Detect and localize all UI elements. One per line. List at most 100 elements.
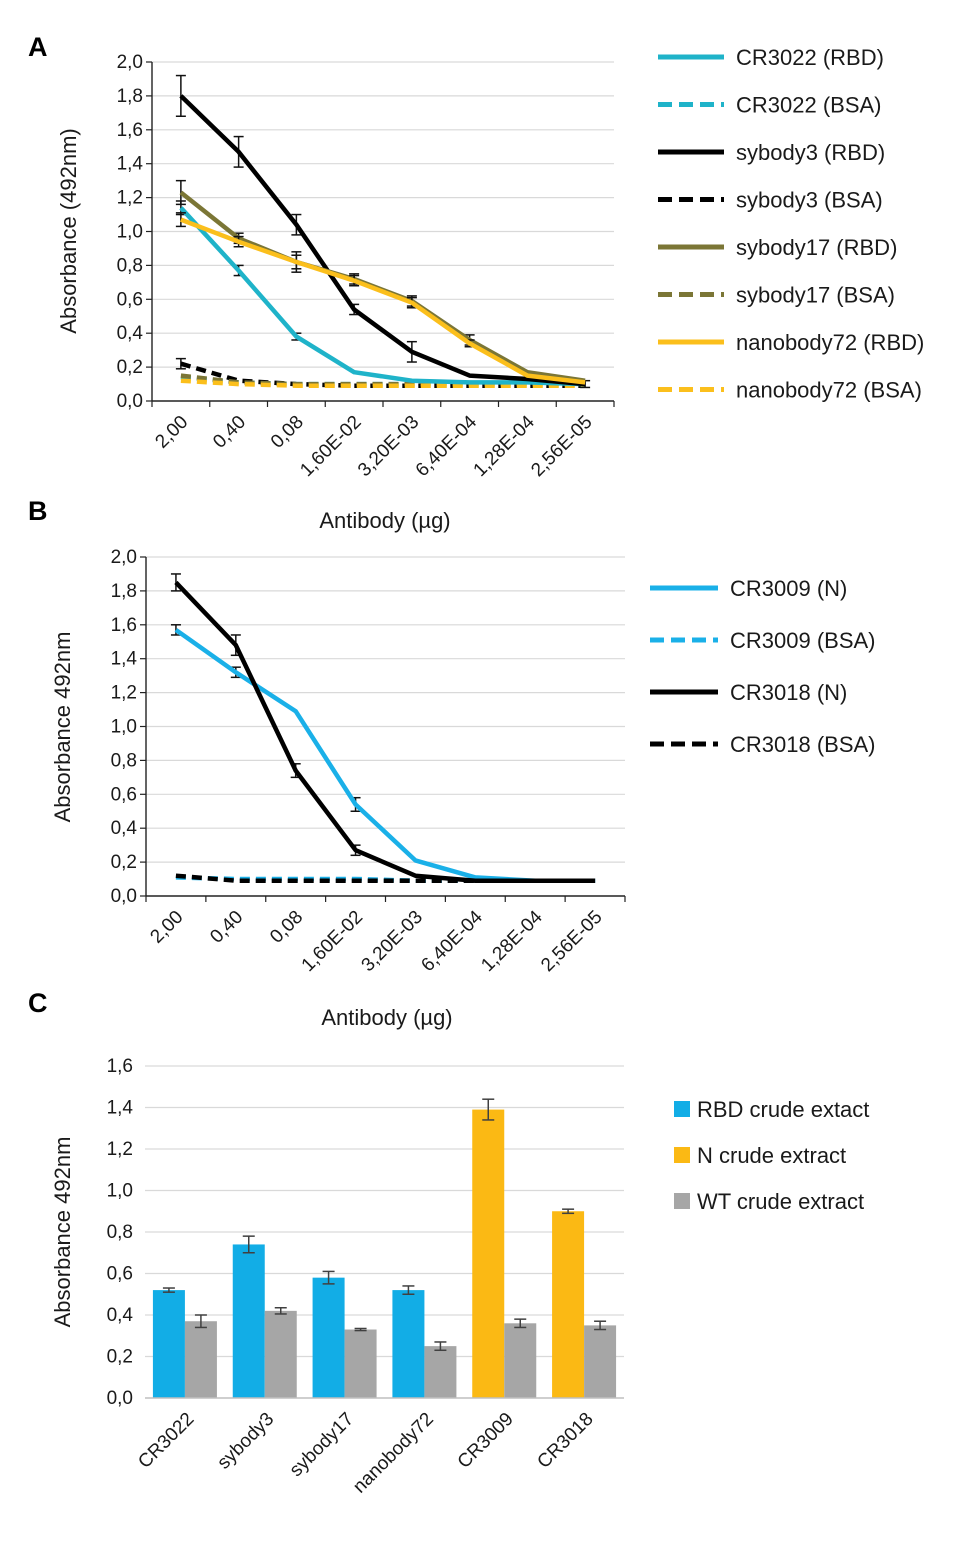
panel-c-bar-chart: C 0,00,20,40,60,81,01,21,41,6 CR3022 sybo…: [28, 988, 869, 1498]
c-bar-cr3022-wt-crude-extract-rect: [184, 1321, 217, 1398]
a-legend-item-cr3022-rbd: CR3022 (RBD): [658, 45, 884, 70]
panel-c-y-tick-labels: 0,0 0,2 0,4 0,6 0,8 1,0 1,2 1,4 1,6: [107, 1056, 134, 1409]
c-y-tick-label: 1,4: [107, 1098, 134, 1119]
panel-a-y-tick-labels: 0,0 0,2 0,4 0,6 0,8 1,0 1,2 1,4 1,6 1,8 2,0: [117, 52, 144, 412]
a-legend-item-sybody3-bsa: sybody3 (BSA): [658, 188, 883, 213]
c-y-tick-label: 1,6: [107, 1056, 133, 1077]
a-y-tick-label: 0,8: [117, 255, 143, 276]
c-x-tick-label: CR3018: [533, 1409, 597, 1473]
panel-a-x-axis-title: Antibody (µg): [319, 508, 450, 533]
panel-b-y-tick-labels: 0,0 0,2 0,4 0,6 0,8 1,0 1,2 1,4 1,6 1,8 2,0: [111, 547, 138, 907]
a-series-sybody3-rbd-line: [179, 94, 586, 387]
c-x-tick-label: nanobody72: [349, 1409, 438, 1498]
a-x-tick-label: 2,56E-05: [527, 412, 596, 481]
c-bar-cr3018-wt-crude-extract-rect: [584, 1325, 617, 1398]
b-y-tick-label: 1,8: [111, 581, 137, 602]
panel-b-gridlines: [146, 556, 625, 863]
a-y-tick-label: 1,8: [117, 86, 143, 107]
c-legend-item-n-crude-extract-label: N crude extract: [697, 1143, 846, 1168]
a-legend-item-sybody17-rbd: sybody17 (RBD): [658, 235, 897, 260]
c-y-tick-label: 0,8: [107, 1222, 133, 1243]
b-x-tick-label: 3,20E-03: [358, 907, 427, 976]
c-bar-nanobody72-rbd-crude-extact: [392, 1285, 425, 1398]
a-x-tick-label: 0,40: [209, 412, 250, 453]
a-legend-item-sybody17-bsa-label: sybody17 (BSA): [736, 283, 895, 308]
a-y-tick-label: 0,6: [117, 289, 143, 310]
a-legend-item-sybody17-rbd-label: sybody17 (RBD): [736, 235, 897, 260]
panel-c-y-axis-title: Absorbance 492nm: [50, 1137, 75, 1328]
panel-c-gridlines: [145, 1065, 624, 1358]
c-bar-nanobody72-wt-crude-extract-rect: [424, 1346, 457, 1398]
a-y-tick-label: 0,4: [117, 323, 144, 344]
c-bar-cr3018-n-crude-extract-rect: [552, 1211, 585, 1398]
panel-b-line-chart: B 0,0 0,2 0,4 0,6 0,8 1,0 1,2 1,4 1,6 1,8 2,0 2,00…: [28, 496, 876, 1030]
b-y-tick-label: 0,0: [111, 886, 137, 907]
b-y-tick-label: 0,4: [111, 818, 138, 839]
panel-b-y-axis-title: Absorbance 492nm: [50, 632, 75, 823]
b-y-tick-label: 1,0: [111, 717, 137, 738]
a-legend-item-sybody17-bsa: sybody17 (BSA): [658, 283, 895, 308]
a-series-sybody3-rbd: [175, 74, 591, 389]
b-legend-item-cr3009-bsa-label: CR3009 (BSA): [730, 628, 876, 653]
c-legend-item-rbd-crude-extact-swatch: [674, 1101, 690, 1117]
c-bar-cr3018-n-crude-extract: [552, 1208, 585, 1398]
a-legend-item-sybody3-bsa-label: sybody3 (BSA): [736, 188, 883, 213]
c-bar-cr3009-wt-crude-extract-rect: [504, 1323, 537, 1398]
c-bar-sybody3-wt-crude-extract-rect: [264, 1310, 297, 1398]
c-bar-cr3022-rbd-crude-extact: [152, 1287, 185, 1398]
b-y-tick-label: 2,0: [111, 547, 137, 568]
panel-a-series: [175, 74, 591, 389]
c-y-tick-label: 1,0: [107, 1181, 133, 1202]
panel-a-x-tick-labels: 2,00 0,40 0,081,60E-023,20E-036,40E-041,28…: [151, 411, 596, 481]
c-y-tick-label: 1,2: [107, 1139, 133, 1160]
panel-c-bars: [152, 1098, 617, 1398]
c-bar-cr3022-wt-crude-extract: [184, 1314, 217, 1398]
c-x-tick-label: sybody3: [213, 1409, 278, 1474]
a-y-tick-label: 1,2: [117, 188, 143, 209]
c-bar-sybody17-wt-crude-extract: [344, 1327, 377, 1398]
b-legend-item-cr3018-bsa-label: CR3018 (BSA): [730, 732, 876, 757]
c-bar-cr3022-rbd-crude-extact-rect: [152, 1290, 185, 1398]
c-y-tick-label: 0,2: [107, 1347, 133, 1368]
b-x-tick-label: 0,40: [206, 907, 247, 948]
panel-c-legend: RBD crude extact N crude extract WT crude …: [674, 1097, 869, 1214]
a-legend-item-sybody3-rbd-label: sybody3 (RBD): [736, 140, 885, 165]
b-legend-item-cr3009-n: CR3009 (N): [650, 576, 847, 601]
a-x-tick-label: 6,40E-04: [412, 411, 482, 481]
c-bar-sybody17-rbd-crude-extact: [312, 1270, 345, 1398]
b-legend-item-cr3018-bsa: CR3018 (BSA): [650, 732, 876, 757]
panel-b-label: B: [28, 496, 48, 526]
panel-a-line-chart: A 0,0 0,2 0,4 0,6 0,8 1,0 1,2 1,4 1,6 1,8 2,0 2,00…: [28, 32, 924, 533]
panel-a-label: A: [28, 32, 48, 62]
a-y-tick-label: 1,6: [117, 120, 143, 141]
b-y-tick-label: 1,2: [111, 683, 137, 704]
c-bar-sybody3-wt-crude-extract: [264, 1306, 297, 1398]
c-legend-item-rbd-crude-extact-label: RBD crude extact: [697, 1097, 869, 1122]
a-series-nanobody72-rbd-line: [180, 217, 586, 385]
panel-a-y-axis-title: Absorbance (492nm): [56, 128, 81, 333]
c-legend-item-wt-crude-extract-swatch: [674, 1193, 690, 1209]
c-legend-item-n-crude-extract-swatch: [674, 1147, 690, 1163]
c-legend-item-rbd-crude-extact: RBD crude extact: [674, 1097, 869, 1122]
a-legend-item-cr3022-bsa-label: CR3022 (BSA): [736, 93, 882, 118]
a-x-tick-label: 1,28E-04: [470, 411, 540, 481]
c-bar-nanobody72-rbd-crude-extact-rect: [392, 1290, 425, 1398]
panel-a-axes: [146, 61, 615, 407]
b-y-tick-label: 1,4: [111, 649, 138, 670]
b-legend-item-cr3009-n-label: CR3009 (N): [730, 576, 847, 601]
c-legend-item-wt-crude-extract-label: WT crude extract: [697, 1189, 864, 1214]
a-legend-item-nanobody72-rbd: nanobody72 (RBD): [658, 330, 924, 355]
panel-c-label: C: [28, 988, 48, 1018]
a-y-tick-label: 1,4: [117, 154, 144, 175]
a-x-tick-label: 2,00: [151, 412, 192, 453]
a-legend-item-cr3022-rbd-label: CR3022 (RBD): [736, 45, 884, 70]
b-x-tick-label: 2,56E-05: [537, 907, 606, 976]
b-legend-item-cr3018-n: CR3018 (N): [650, 680, 847, 705]
panel-b-axes: [140, 556, 626, 902]
a-series-cr3022-rbd-line: [179, 206, 586, 387]
a-x-tick-label: 3,20E-03: [354, 412, 423, 481]
panel-b-x-axis-title: Antibody (µg): [321, 1005, 452, 1030]
c-bar-cr3009-wt-crude-extract: [504, 1318, 537, 1398]
